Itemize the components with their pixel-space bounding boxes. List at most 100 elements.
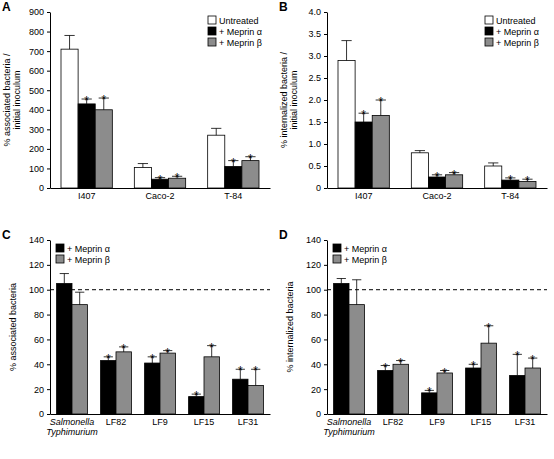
x-axis-line: [51, 414, 271, 415]
reference-line: [327, 289, 547, 290]
x-tick-label: LF9: [152, 417, 168, 427]
figure: A0100200300400500600700800900% associate…: [0, 0, 554, 459]
legend-swatch: [485, 27, 493, 35]
y-tick: 0: [316, 409, 327, 419]
y-tick-label: 120: [306, 260, 321, 270]
bar: [145, 363, 160, 414]
bar: [233, 379, 248, 414]
bar: [485, 166, 502, 188]
plot-area: [338, 41, 536, 188]
y-tick-mark: [47, 414, 50, 415]
y-tick: 60: [34, 335, 50, 345]
legend-label: + Meprin α: [496, 27, 539, 37]
y-tick-label: 900: [29, 7, 44, 17]
y-tick-mark: [47, 32, 50, 33]
y-tick-label: 80: [311, 310, 321, 320]
x-tick: Caco-2: [422, 188, 451, 201]
y-tick: 900: [29, 7, 50, 17]
y-tick-label: 20: [34, 385, 44, 395]
y-tick-mark: [324, 265, 327, 266]
y-tick-label: 0: [316, 409, 321, 419]
panel-label: B: [279, 0, 288, 14]
bar: [101, 361, 116, 414]
y-tick-label: 40: [34, 360, 44, 370]
error-bar-stem: [69, 35, 70, 49]
legend-label: + Meprin α: [344, 244, 387, 254]
significance-label: *: [435, 170, 440, 184]
x-tick-label: LF15: [471, 417, 492, 427]
x-tick-label: LF15: [194, 417, 215, 427]
x-tick: LF9: [429, 414, 445, 427]
bar: [208, 135, 225, 188]
y-tick: 800: [29, 27, 50, 37]
reference-line: [50, 289, 270, 290]
y-axis-title: % associated bacteria: [8, 283, 18, 371]
y-tick-mark: [47, 90, 50, 91]
y-tick-label: 1.5: [308, 117, 321, 127]
x-tick: T-84: [224, 188, 242, 201]
y-tick-mark: [324, 414, 327, 415]
significance-label: *: [515, 349, 520, 363]
y-tick-label: 0: [316, 183, 321, 193]
x-tick-label: Caco-2: [145, 191, 174, 201]
y-tick-label: 60: [311, 335, 321, 345]
bar: [116, 352, 131, 414]
bar: [95, 110, 112, 188]
x-tick: LF15: [194, 414, 215, 427]
y-tick-mark: [47, 240, 50, 241]
y-tick-mark: [324, 389, 327, 390]
y-axis-title-line: initial inoculum: [289, 70, 299, 129]
significance-labels: ******: [84, 93, 253, 187]
x-tick-label: LF82: [383, 417, 404, 427]
bar: [134, 167, 151, 188]
y-tick-mark: [324, 240, 327, 241]
y-tick-mark: [324, 12, 327, 13]
bar: [378, 371, 393, 415]
y-tick-mark: [47, 129, 50, 130]
significance-label: *: [378, 95, 383, 109]
y-tick-mark: [324, 166, 327, 167]
bar: [248, 385, 263, 414]
significance-label: *: [175, 171, 180, 185]
y-tick: 20: [34, 385, 50, 395]
legend-swatch: [208, 16, 216, 24]
x-tick: SalmonellaTyphimurium: [46, 414, 98, 437]
legend-item: Untreated: [485, 16, 536, 26]
x-axis: I407Caco-2T-84: [328, 188, 548, 201]
y-tick: 140: [306, 235, 327, 245]
y-tick-label: 300: [29, 125, 44, 135]
legend-label: + Meprin β: [67, 255, 110, 265]
plot-area: [50, 274, 270, 414]
error-bar-stem: [142, 164, 143, 168]
legend-label: + Meprin α: [67, 244, 110, 254]
y-tick-label: 200: [29, 144, 44, 154]
y-tick: 4.0: [308, 7, 327, 17]
y-tick-mark: [47, 188, 50, 189]
legend-item: + Meprin α: [333, 244, 387, 254]
panel: D020406080100120140% internalized bacter…: [279, 228, 548, 437]
y-axis-title: % internalized bacteria /initial inoculu…: [279, 51, 299, 148]
y-axis-title: % internalized bacteria: [285, 281, 295, 372]
significance-label: *: [165, 346, 170, 360]
y-axis: 0100200300400500600700800900: [29, 7, 51, 193]
x-tick: I407: [355, 188, 373, 201]
significance-label: *: [84, 94, 89, 108]
x-tick-label-line: Salmonella: [50, 417, 95, 427]
y-tick-label: 500: [29, 86, 44, 96]
x-tick-label-line: Typhimurium: [46, 427, 98, 437]
y-tick: 80: [311, 310, 327, 320]
y-tick: 0: [39, 409, 50, 419]
y-tick-label: 1.0: [308, 139, 321, 149]
legend-item: + Meprin β: [56, 255, 110, 265]
error-bar-cap: [415, 150, 425, 151]
y-tick-label: 100: [29, 285, 44, 295]
error-bar: [138, 164, 148, 168]
y-tick-mark: [324, 56, 327, 57]
x-tick-label-line: Salmonella: [327, 417, 372, 427]
legend-swatch: [208, 38, 216, 46]
error-bar: [352, 280, 361, 305]
y-tick-mark: [324, 100, 327, 101]
bar: [393, 364, 408, 414]
y-tick: 40: [34, 360, 50, 370]
y-tick: 0: [39, 183, 50, 193]
